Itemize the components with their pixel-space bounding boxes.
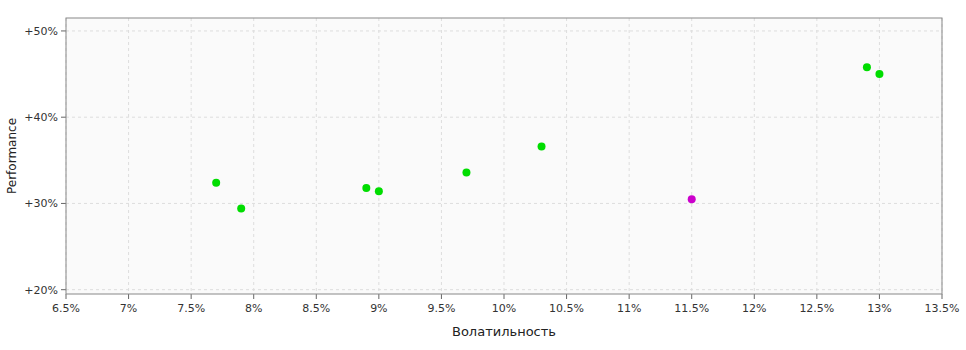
x-grid-line xyxy=(128,18,129,294)
x-tick-label: 8.5% xyxy=(302,302,330,315)
x-grid-line xyxy=(316,18,317,294)
point xyxy=(362,184,370,192)
x-axis-label: Волатильность xyxy=(452,324,556,339)
x-tick-label: 8% xyxy=(245,302,262,315)
x-tick xyxy=(253,294,254,299)
series xyxy=(212,63,883,212)
y-tick xyxy=(61,117,66,118)
x-tick xyxy=(816,294,817,299)
series xyxy=(688,195,696,203)
x-tick xyxy=(378,294,379,299)
x-tick xyxy=(691,294,692,299)
y-tick-label: +30% xyxy=(24,197,58,210)
x-tick xyxy=(504,294,505,299)
x-tick-label: 9.5% xyxy=(427,302,455,315)
x-tick-label: 13.5% xyxy=(925,302,960,315)
point xyxy=(237,205,245,213)
x-grid-line xyxy=(754,18,755,294)
x-tick-label: 13% xyxy=(867,302,891,315)
point xyxy=(688,195,696,203)
x-grid-line xyxy=(253,18,254,294)
point xyxy=(875,70,883,78)
y-tick xyxy=(61,203,66,204)
x-tick xyxy=(566,294,567,299)
axes: 6.5% 7% 7.5% 8% 8.5% 9% 9.5% 10% 10.5% 11% 11.5% 12… xyxy=(24,18,959,315)
x-grid-line xyxy=(378,18,379,294)
y-tick xyxy=(61,289,66,290)
y-tick-label: +40% xyxy=(24,111,58,124)
page: {"chart_data": { "type": "scatter", "xla… xyxy=(0,0,966,350)
x-grid-line xyxy=(504,18,505,294)
x-tick xyxy=(754,294,755,299)
x-tick-label: 11.5% xyxy=(674,302,709,315)
point xyxy=(375,187,383,195)
point xyxy=(538,143,546,151)
grid xyxy=(66,18,942,294)
x-grid-line xyxy=(566,18,567,294)
x-tick-label: 6.5% xyxy=(52,302,80,315)
x-tick xyxy=(629,294,630,299)
x-tick xyxy=(316,294,317,299)
x-grid-line xyxy=(191,18,192,294)
x-grid-line xyxy=(441,18,442,294)
point xyxy=(212,179,220,187)
x-tick xyxy=(879,294,880,299)
x-grid-line xyxy=(816,18,817,294)
plot-area xyxy=(66,18,942,294)
x-tick xyxy=(66,294,67,299)
x-tick-label: 12% xyxy=(742,302,766,315)
y-tick xyxy=(61,30,66,31)
x-tick-label: 7.5% xyxy=(177,302,205,315)
plot-frame xyxy=(66,18,942,294)
x-tick xyxy=(441,294,442,299)
point xyxy=(863,63,871,71)
x-tick-label: 9% xyxy=(370,302,387,315)
x-tick xyxy=(191,294,192,299)
x-tick-label: 10.5% xyxy=(549,302,584,315)
x-tick-label: 10% xyxy=(492,302,516,315)
y-grid-line xyxy=(66,117,942,118)
marks xyxy=(212,63,883,212)
y-grid-line xyxy=(66,289,942,290)
x-tick xyxy=(942,294,943,299)
y-tick-label: +20% xyxy=(24,284,58,297)
y-axis-label: Performance xyxy=(5,118,19,194)
x-tick-label: 12.5% xyxy=(799,302,834,315)
x-tick-label: 7% xyxy=(120,302,137,315)
x-grid-line xyxy=(629,18,630,294)
point xyxy=(462,168,470,176)
y-tick-label: +50% xyxy=(24,25,58,38)
x-grid-line xyxy=(879,18,880,294)
x-tick xyxy=(128,294,129,299)
x-grid-line xyxy=(691,18,692,294)
x-tick-label: 11% xyxy=(617,302,641,315)
y-grid-line xyxy=(66,30,942,31)
y-grid-line xyxy=(66,203,942,204)
chart: 6.5% 7% 7.5% 8% 8.5% 9% 9.5% 10% 10.5% 11% 11.5% 12… xyxy=(0,0,966,350)
